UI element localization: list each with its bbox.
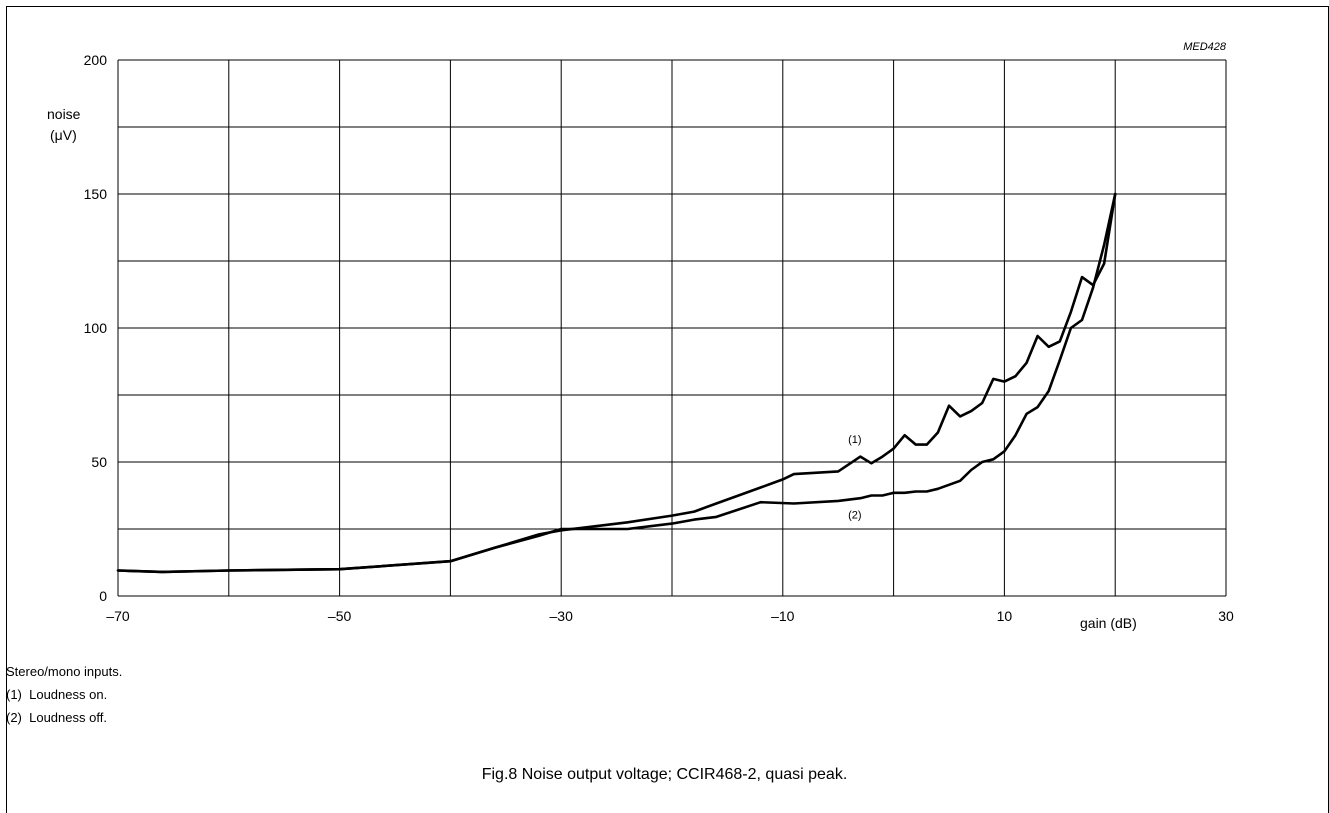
series-line-1	[116, 192, 1117, 574]
x-tick-label: –70	[106, 608, 130, 624]
x-tick-label: –50	[328, 608, 352, 624]
y-tick-label: 100	[84, 320, 108, 336]
x-tick-label: –30	[550, 608, 574, 624]
y-tick-label: 150	[84, 186, 108, 202]
x-tick-label: 10	[997, 608, 1013, 624]
y-axis-unit: (μV)	[50, 127, 77, 143]
x-axis-label: gain (dB)	[1080, 615, 1137, 631]
y-axis-label: noise	[47, 106, 81, 122]
note-loudness-on: (1) Loudness on.	[6, 687, 108, 702]
y-tick-label: 200	[84, 52, 108, 68]
series-label-1: (1)	[848, 434, 861, 446]
x-tick-label: 30	[1218, 608, 1234, 624]
figure-notes: Stereo/mono inputs. (1) Loudness on. (2)…	[6, 660, 122, 729]
figure-caption: Fig.8 Noise output voltage; CCIR468-2, q…	[481, 766, 848, 783]
chart-grid	[117, 59, 1227, 597]
x-tick-label: –10	[771, 608, 795, 624]
y-tick-label: 0	[99, 588, 107, 604]
figure-code: MED428	[1183, 41, 1227, 53]
note-loudness-off: (2) Loudness off.	[6, 710, 107, 725]
series-line-2	[116, 192, 1117, 574]
y-tick-label: 50	[91, 454, 107, 470]
note-inputs: Stereo/mono inputs.	[6, 664, 123, 679]
noise-chart: (1) (2) –70 –50 –30 –10 10 30 0 50 100 150 200 MED4…	[47, 41, 1234, 631]
series-label-2: (2)	[848, 509, 861, 521]
